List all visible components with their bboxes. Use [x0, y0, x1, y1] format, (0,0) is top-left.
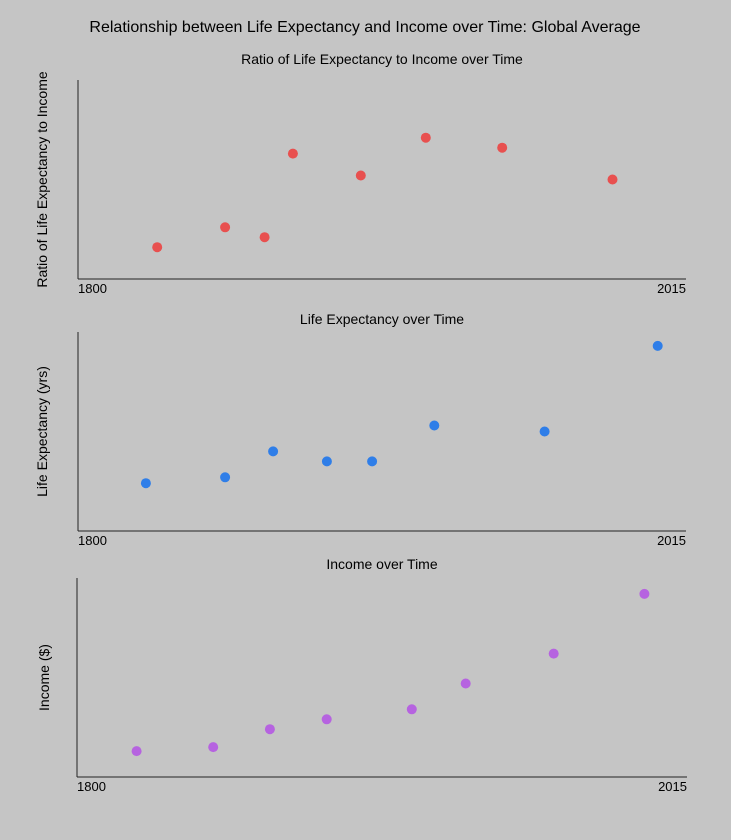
data-point-1-2 — [220, 222, 231, 233]
data-point-3-1 — [131, 746, 142, 757]
x-tick-label-start-2: 1800 — [78, 533, 107, 548]
data-point-2-4 — [321, 456, 332, 467]
data-point-3-4 — [321, 714, 332, 725]
data-point-1-1 — [152, 242, 163, 253]
data-point-2-5 — [367, 456, 378, 467]
data-point-1-7 — [497, 142, 508, 153]
x-tick-label-end-3: 2015 — [658, 779, 687, 794]
data-point-1-4 — [287, 148, 298, 159]
data-point-3-6 — [460, 678, 471, 689]
panel-title-1: Ratio of Life Expectancy to Income over … — [241, 51, 523, 67]
data-point-1-3 — [259, 232, 270, 243]
data-point-3-7 — [548, 648, 559, 659]
x-tick-label-end-2: 2015 — [657, 533, 686, 548]
data-point-2-6 — [429, 420, 440, 431]
data-point-1-5 — [355, 170, 366, 181]
y-axis-label-2: Life Expectancy (yrs) — [34, 366, 50, 497]
data-point-3-5 — [406, 704, 417, 715]
figure-title: Relationship between Life Expectancy and… — [89, 19, 640, 36]
x-tick-label-start-1: 1800 — [78, 281, 107, 296]
data-point-1-6 — [420, 132, 431, 143]
data-point-2-1 — [140, 478, 151, 489]
data-point-3-8 — [639, 588, 650, 599]
data-point-2-8 — [652, 340, 663, 351]
y-axis-label-1: Ratio of Life Expectancy to Income — [34, 71, 50, 288]
data-point-3-3 — [264, 724, 275, 735]
y-axis-label-3: Income ($) — [36, 644, 52, 711]
x-tick-label-start-3: 1800 — [77, 779, 106, 794]
x-tick-label-end-1: 2015 — [657, 281, 686, 296]
data-point-2-3 — [268, 446, 279, 457]
data-point-3-2 — [208, 742, 219, 753]
data-point-2-2 — [220, 472, 231, 483]
data-point-2-7 — [539, 426, 550, 437]
data-point-1-8 — [607, 174, 618, 185]
panel-title-3: Income over Time — [326, 556, 437, 572]
panel-title-2: Life Expectancy over Time — [300, 311, 464, 327]
